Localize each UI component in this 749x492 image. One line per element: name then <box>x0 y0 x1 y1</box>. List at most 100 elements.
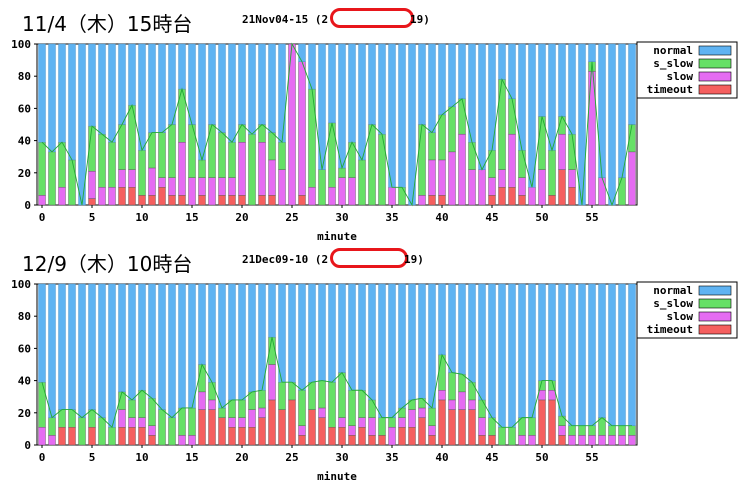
bar-slow <box>158 177 166 188</box>
bar-timeout <box>218 417 226 446</box>
x-axis-label: minute <box>317 470 357 483</box>
bar-s-slow <box>198 159 206 178</box>
bar-normal <box>148 283 156 399</box>
bar-timeout <box>538 399 546 446</box>
bar-s-slow <box>468 142 476 170</box>
bar-timeout <box>148 195 156 206</box>
y-tick-label: 100 <box>11 38 31 51</box>
bar-s-slow <box>498 79 506 170</box>
bar-normal <box>498 283 506 428</box>
y-tick-label: 80 <box>18 70 31 83</box>
bar-s-slow <box>298 390 306 426</box>
bar-s-slow <box>358 390 366 418</box>
bar-normal <box>368 43 376 125</box>
chart-2-subtitle-left: 21Dec09-10 (2 <box>242 253 329 266</box>
bar-s-slow <box>368 124 376 206</box>
legend-label: timeout <box>647 83 693 96</box>
bar-slow <box>228 417 236 428</box>
bar-s-slow <box>598 417 606 436</box>
x-tick-label: 30 <box>335 211 348 224</box>
bar-slow <box>578 435 586 446</box>
bar-normal <box>518 43 526 151</box>
bar-s-slow <box>398 407 406 418</box>
legend-swatch-timeout <box>698 324 732 335</box>
chart-1-subtitle-left: 21Nov04-15 (2 <box>242 13 329 26</box>
bar-slow <box>568 435 576 446</box>
legend-label: s_slow <box>653 297 693 310</box>
bar-slow <box>118 169 126 188</box>
bar-s-slow <box>178 407 186 436</box>
bar-s-slow <box>288 382 296 401</box>
x-tick-label: 55 <box>585 211 598 224</box>
chart-2-title: 12/9（木）10時台 <box>22 252 193 276</box>
bar-normal <box>518 283 526 418</box>
bar-s-slow <box>398 187 406 206</box>
bar-timeout <box>398 427 406 446</box>
bar-timeout <box>168 195 176 206</box>
bar-timeout <box>198 195 206 206</box>
bar-normal <box>538 43 546 117</box>
bar-normal <box>48 283 56 418</box>
bar-normal <box>238 283 246 401</box>
bar-slow <box>188 435 196 446</box>
bar-normal <box>438 283 446 356</box>
bar-timeout <box>88 427 96 446</box>
bar-slow <box>358 417 366 428</box>
bar-timeout <box>298 195 306 206</box>
bar-timeout <box>358 427 366 446</box>
legend-swatch-slow <box>698 71 732 82</box>
bar-s-slow <box>578 425 586 436</box>
x-tick-label: 15 <box>185 451 198 464</box>
bar-slow <box>138 417 146 428</box>
bar-timeout <box>268 399 276 446</box>
bar-timeout <box>228 195 236 206</box>
bar-normal <box>558 283 566 417</box>
bar-slow <box>528 435 536 446</box>
bar-slow <box>208 399 216 410</box>
bar-timeout <box>498 187 506 206</box>
x-tick-label: 50 <box>535 451 548 464</box>
bar-normal <box>188 283 196 409</box>
bar-slow <box>418 407 426 418</box>
bar-s-slow <box>528 417 536 436</box>
bar-normal <box>398 43 406 188</box>
bar-slow <box>518 177 526 196</box>
bar-s-slow <box>138 150 146 196</box>
bar-slow <box>238 417 246 428</box>
bar-timeout <box>568 187 576 206</box>
bar-s-slow <box>378 417 386 436</box>
bar-timeout <box>318 417 326 446</box>
bar-s-slow <box>318 169 326 206</box>
bar-normal <box>408 283 416 401</box>
plot-area <box>36 43 638 206</box>
bar-timeout <box>68 427 76 446</box>
bar-normal <box>208 283 216 383</box>
y-tick-label: 20 <box>18 167 31 180</box>
bar-normal <box>218 43 226 133</box>
bar-s-slow <box>388 417 396 428</box>
bar-s-slow <box>218 132 226 178</box>
bar-normal <box>238 43 246 125</box>
bar-s-slow <box>358 159 366 206</box>
x-tick-label: 45 <box>485 211 498 224</box>
x-tick-label: 10 <box>135 451 148 464</box>
legend-label: slow <box>667 70 694 83</box>
bar-slow <box>508 133 516 188</box>
x-tick-label: 10 <box>135 211 148 224</box>
bar-s-slow <box>208 382 216 401</box>
bar-timeout <box>558 169 566 206</box>
bar-normal <box>308 283 316 383</box>
legend-label: timeout <box>647 323 693 336</box>
bar-timeout <box>118 427 126 446</box>
bar-slow <box>318 407 326 418</box>
x-tick-label: 20 <box>235 211 248 224</box>
bar-slow <box>328 187 336 206</box>
bar-s-slow <box>98 417 106 446</box>
bar-slow <box>218 177 226 196</box>
bar-timeout <box>58 427 66 446</box>
bar-normal <box>548 283 556 381</box>
bar-s-slow <box>128 399 136 418</box>
bar-normal <box>438 43 446 116</box>
bar-slow <box>548 390 556 401</box>
bar-normal <box>348 283 356 391</box>
